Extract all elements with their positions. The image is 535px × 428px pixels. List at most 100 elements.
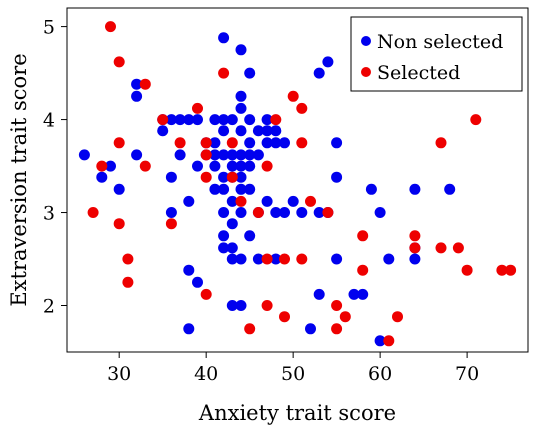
data-point-non-selected bbox=[357, 288, 369, 300]
data-point-non-selected bbox=[331, 171, 343, 183]
data-point-selected bbox=[122, 253, 134, 265]
data-point-non-selected bbox=[226, 160, 238, 172]
data-point-selected bbox=[200, 171, 212, 183]
data-point-non-selected bbox=[409, 253, 421, 265]
data-point-non-selected bbox=[218, 32, 230, 44]
data-point-non-selected bbox=[209, 160, 221, 172]
data-point-non-selected bbox=[209, 114, 221, 126]
x-axis-label: Anxiety trait score bbox=[198, 401, 396, 425]
data-point-selected bbox=[113, 137, 125, 149]
data-point-non-selected bbox=[209, 137, 221, 149]
data-point-non-selected bbox=[218, 183, 230, 195]
data-point-non-selected bbox=[252, 149, 264, 161]
data-point-non-selected bbox=[235, 90, 247, 102]
data-point-non-selected bbox=[157, 125, 169, 137]
data-point-non-selected bbox=[183, 195, 195, 207]
data-point-selected bbox=[113, 56, 125, 68]
data-point-non-selected bbox=[226, 218, 238, 230]
data-point-selected bbox=[235, 195, 247, 207]
data-point-non-selected bbox=[235, 171, 247, 183]
data-point-non-selected bbox=[226, 195, 238, 207]
data-point-non-selected bbox=[244, 183, 256, 195]
data-point-non-selected bbox=[313, 288, 325, 300]
data-point-non-selected bbox=[313, 67, 325, 79]
data-point-selected bbox=[139, 160, 151, 172]
data-points bbox=[78, 21, 517, 347]
data-point-non-selected bbox=[279, 207, 290, 218]
data-point-non-selected bbox=[226, 300, 238, 311]
data-point-non-selected bbox=[235, 207, 247, 218]
data-point-selected bbox=[87, 207, 99, 218]
data-point-non-selected bbox=[244, 160, 256, 172]
data-point-selected bbox=[357, 230, 369, 242]
data-point-non-selected bbox=[270, 125, 282, 137]
data-point-non-selected bbox=[244, 67, 256, 79]
data-point-non-selected bbox=[235, 160, 247, 172]
data-point-non-selected bbox=[131, 149, 143, 161]
data-point-non-selected bbox=[192, 114, 203, 126]
data-point-non-selected bbox=[192, 276, 203, 288]
data-point-selected bbox=[322, 207, 334, 218]
legend: Non selected Selected bbox=[350, 16, 523, 92]
data-point-non-selected bbox=[313, 207, 325, 218]
data-point-non-selected bbox=[183, 323, 195, 335]
data-point-non-selected bbox=[218, 149, 230, 161]
data-point-selected bbox=[470, 114, 482, 126]
data-point-non-selected bbox=[244, 149, 256, 161]
data-point-selected bbox=[105, 21, 116, 33]
data-point-selected bbox=[270, 114, 282, 126]
data-point-non-selected bbox=[218, 207, 230, 218]
data-point-selected bbox=[409, 230, 421, 242]
x-tick-label: 50 bbox=[281, 363, 305, 385]
y-axis-label: Extraversion trait score bbox=[7, 53, 31, 306]
data-point-non-selected bbox=[409, 183, 421, 195]
data-point-non-selected bbox=[383, 253, 395, 265]
data-point-non-selected bbox=[252, 253, 264, 265]
data-point-selected bbox=[331, 300, 343, 311]
data-point-non-selected bbox=[78, 149, 90, 161]
y-tick-label: 2 bbox=[43, 296, 55, 318]
data-point-non-selected bbox=[209, 183, 221, 195]
data-point-non-selected bbox=[270, 253, 282, 265]
data-point-selected bbox=[244, 323, 256, 335]
data-point-selected bbox=[261, 300, 273, 311]
data-point-non-selected bbox=[261, 114, 273, 126]
data-point-non-selected bbox=[105, 160, 116, 172]
data-point-non-selected bbox=[218, 125, 230, 137]
data-point-non-selected bbox=[218, 242, 230, 254]
data-point-non-selected bbox=[131, 90, 143, 102]
data-point-non-selected bbox=[444, 183, 456, 195]
legend-marker-non-selected bbox=[361, 36, 371, 46]
data-point-selected bbox=[200, 137, 212, 149]
data-point-non-selected bbox=[348, 288, 360, 300]
data-point-non-selected bbox=[226, 253, 238, 265]
data-point-non-selected bbox=[287, 195, 299, 207]
data-point-non-selected bbox=[165, 207, 177, 218]
data-point-non-selected bbox=[374, 207, 386, 218]
y-tick-label: 4 bbox=[43, 110, 55, 132]
data-point-non-selected bbox=[218, 171, 230, 183]
data-point-selected bbox=[496, 264, 508, 276]
data-point-non-selected bbox=[96, 171, 108, 183]
axis-ticks: 30 40 50 60 70 2 3 4 5 bbox=[43, 17, 479, 385]
data-point-non-selected bbox=[218, 230, 230, 242]
data-point-non-selected bbox=[244, 114, 256, 126]
data-point-selected bbox=[305, 195, 316, 207]
data-point-selected bbox=[113, 218, 125, 230]
x-tick-label: 40 bbox=[194, 363, 218, 385]
data-point-selected bbox=[252, 207, 264, 218]
data-point-non-selected bbox=[252, 125, 264, 137]
data-point-selected bbox=[157, 114, 169, 126]
data-point-selected bbox=[357, 264, 369, 276]
data-point-non-selected bbox=[183, 264, 195, 276]
legend-box bbox=[350, 16, 523, 92]
data-point-selected bbox=[261, 253, 273, 265]
data-point-non-selected bbox=[244, 230, 256, 242]
data-point-selected bbox=[296, 137, 308, 149]
data-point-non-selected bbox=[261, 195, 273, 207]
data-point-non-selected bbox=[244, 137, 256, 149]
data-point-non-selected bbox=[331, 137, 343, 149]
data-point-non-selected bbox=[183, 114, 195, 126]
x-tick-label: 60 bbox=[368, 363, 392, 385]
legend-marker-selected bbox=[361, 67, 371, 77]
